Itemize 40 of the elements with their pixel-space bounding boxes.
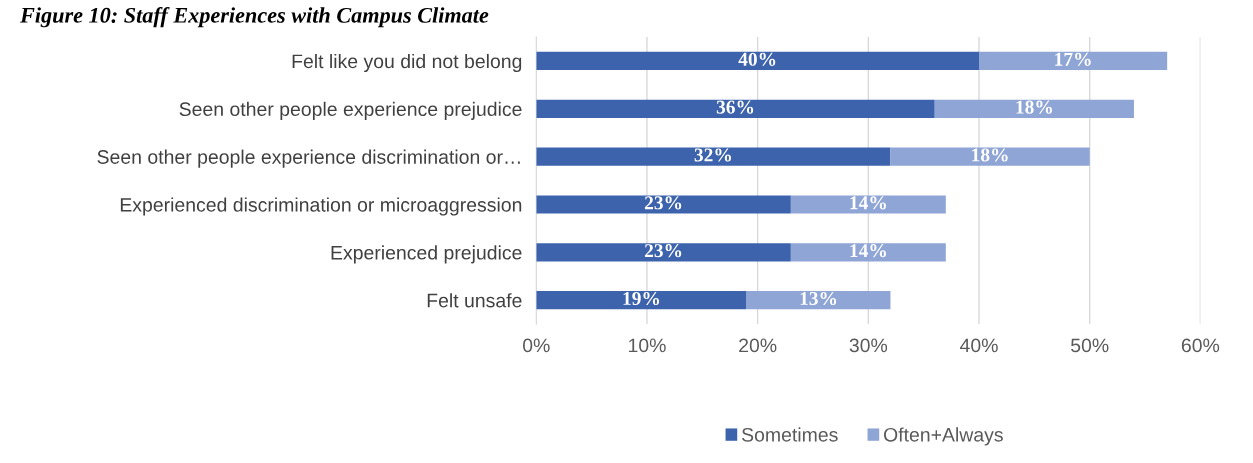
y-tick-label: Seen other people experience discrimination or… <box>97 149 520 168</box>
bar <box>746 291 891 310</box>
legend-label: Sometimes <box>742 427 838 442</box>
data-label: 18% <box>972 148 1008 162</box>
bar <box>979 51 1168 71</box>
data-label: 14% <box>850 244 886 258</box>
bar <box>536 147 891 166</box>
bar <box>790 243 946 262</box>
bar <box>934 99 1134 118</box>
text: Figure 10: Staff Experiences with Campus Climate <box>20 6 489 28</box>
data-label: 40% <box>738 52 776 66</box>
bar <box>536 243 791 262</box>
data-label: 32% <box>694 148 731 162</box>
bar <box>890 147 1090 166</box>
y-tick-label: Felt unsafe <box>427 293 522 308</box>
x-tick-label: 10% <box>628 338 666 353</box>
data-label: 23% <box>644 244 682 258</box>
y-tick-label: Experienced prejudice <box>331 245 522 264</box>
y-tick-label: Felt like you did not belong <box>292 53 522 73</box>
x-tick-label: 0% <box>522 338 550 353</box>
y-tick-label: Experienced discrimination or microaggression <box>120 197 522 216</box>
x-tick-label: 30% <box>849 338 888 353</box>
y-tick-label: Seen other people experience prejudice <box>179 101 522 120</box>
bar <box>536 99 935 118</box>
x-tick-label: 60% <box>1181 338 1220 353</box>
x-tick-label: 20% <box>739 338 777 353</box>
data-label: 18% <box>1016 100 1052 114</box>
data-label: 13% <box>800 291 837 306</box>
bar <box>536 51 980 71</box>
data-label: 19% <box>623 291 660 306</box>
bar <box>790 195 946 214</box>
x-tick-label: 50% <box>1071 338 1109 353</box>
data-label: 23% <box>644 196 682 210</box>
legend-label: Often+Always <box>884 427 1003 446</box>
bar <box>536 291 747 310</box>
data-label: 17% <box>1055 52 1091 66</box>
data-label: 14% <box>850 196 886 210</box>
x-tick-label: 40% <box>960 338 998 353</box>
bar <box>536 195 791 214</box>
data-label: 36% <box>716 100 754 114</box>
